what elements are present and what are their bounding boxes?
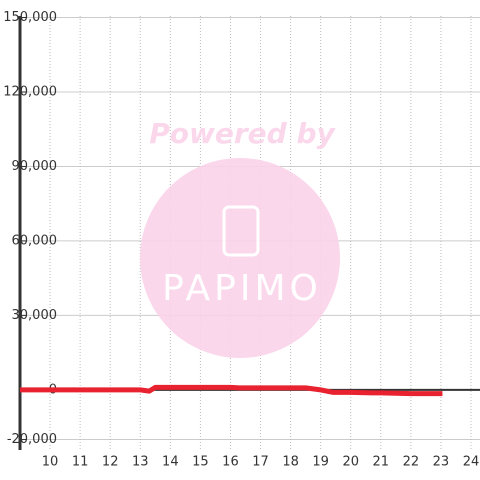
- series-line: [20, 384, 443, 397]
- x-tick-label: 11: [72, 455, 89, 470]
- x-tick-label: 13: [132, 455, 149, 470]
- x-tick-label: 24: [463, 455, 480, 470]
- x-tick-label: 12: [102, 455, 119, 470]
- x-tick-label: 18: [282, 455, 299, 470]
- watermark: Powered by PAPIMO: [140, 117, 340, 358]
- x-tick-label: 23: [433, 455, 450, 470]
- watermark-logo: PAPIMO: [162, 268, 322, 309]
- y-tick-label: 150,000: [3, 10, 57, 25]
- x-tick-label: 20: [342, 455, 359, 470]
- watermark-icon: [222, 205, 260, 257]
- watermark-circle: [140, 158, 340, 358]
- x-tick-label: 10: [42, 455, 59, 470]
- x-tick-label: 22: [403, 455, 420, 470]
- x-tick-label: 16: [222, 455, 239, 470]
- y-tick-label: 30,000: [12, 308, 58, 323]
- x-tick-label: 14: [162, 455, 179, 470]
- watermark-top: Powered by: [149, 117, 336, 150]
- x-tick-label: 19: [312, 455, 329, 470]
- y-tick-label: -20,000: [7, 432, 57, 447]
- x-tick-label: 21: [373, 455, 390, 470]
- y-tick-label: 90,000: [12, 159, 58, 174]
- y-tick-label: 60,000: [12, 233, 58, 248]
- x-tick-label: 17: [252, 455, 269, 470]
- y-tick-label: 120,000: [3, 84, 57, 99]
- x-tick-label: 15: [192, 455, 209, 470]
